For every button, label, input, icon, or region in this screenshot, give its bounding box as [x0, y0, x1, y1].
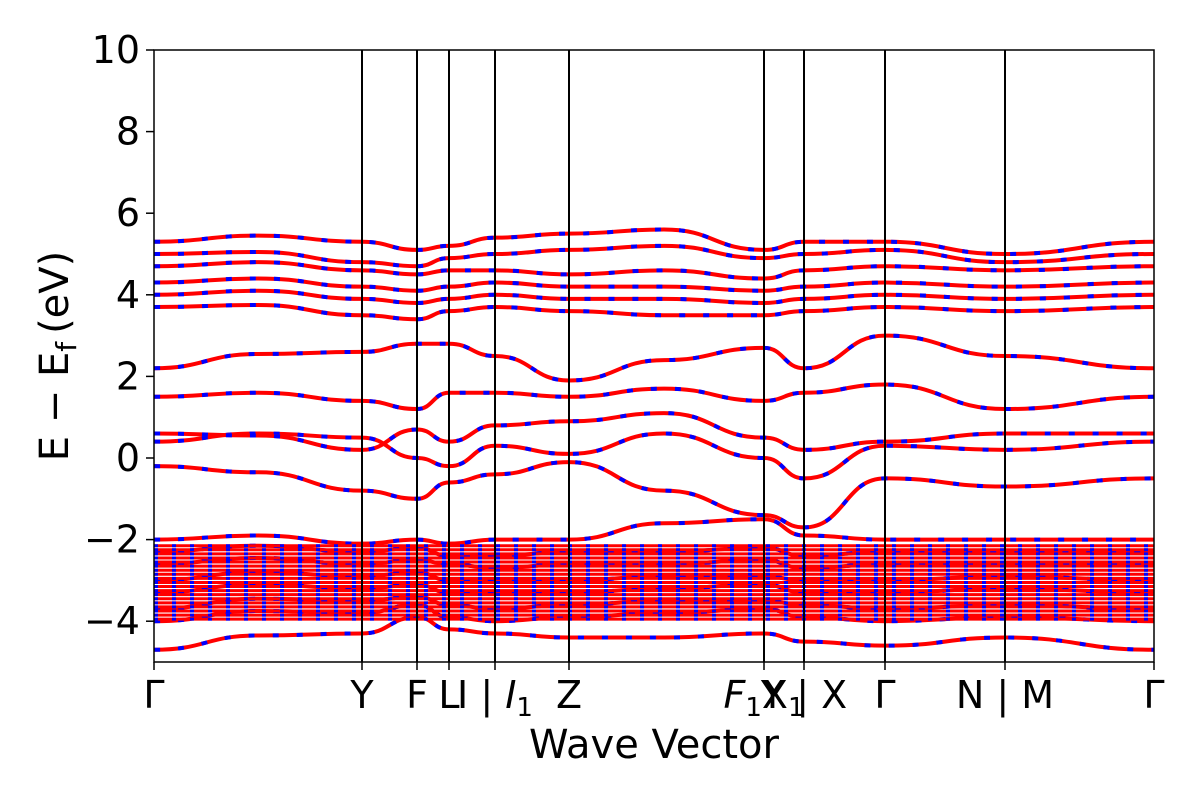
band-line-blue [153, 517, 1154, 546]
band-lines [153, 227, 1155, 652]
x-axis-title: Wave Vector [529, 722, 780, 768]
x-tick-label: Y [349, 673, 374, 717]
band-line-red [153, 460, 1155, 530]
x-tick-label: Y | X [760, 673, 847, 718]
band-line-blue [153, 382, 1155, 412]
band-line-blue [153, 411, 1154, 452]
band-line-red [153, 543, 1154, 558]
band-line-red [153, 555, 1154, 571]
x-tick-label: L [438, 673, 459, 717]
x-tick-label: Γ [874, 673, 895, 717]
x-tick-label: I | I1 [457, 673, 533, 723]
y-axis-title-main: E − E [32, 352, 78, 462]
x-tick-label: Γ [143, 673, 164, 717]
y-axis-title-sub: f [50, 341, 83, 352]
y-tick-label: 2 [116, 354, 140, 398]
band-line-blue [153, 288, 1155, 305]
band-line-blue [153, 243, 1155, 269]
plot-frame [153, 49, 1155, 663]
x-tick-label: Γ [1143, 673, 1164, 717]
band-line-red [153, 227, 1155, 257]
y-axis-title: E − Ef (eV) [32, 251, 83, 462]
y-tick-label: 10 [92, 28, 140, 72]
band-line-blue [153, 302, 1155, 322]
y-tick-label: 6 [116, 191, 140, 235]
band-line-red [153, 333, 1155, 383]
y-tick-label: −4 [84, 599, 140, 643]
svg-text:E − Ef(eV): E − Ef (eV) [32, 251, 83, 462]
y-axis-title-unit: (eV) [32, 251, 78, 334]
x-tick-label: F [406, 673, 428, 717]
high-symmetry-lines [361, 50, 1006, 662]
x-tick-label: F1X1 [724, 673, 805, 723]
band-line-blue [153, 615, 1155, 652]
y-axis-ticks: −4 −2 0 2 4 6 8 10 [84, 28, 154, 643]
y-tick-label: −2 [84, 518, 140, 562]
band-line-blue [153, 582, 1155, 595]
y-tick-label: 8 [116, 110, 140, 154]
x-tick-label: Z [556, 673, 582, 717]
band-line-blue [153, 594, 1155, 611]
band-line-blue [153, 260, 1155, 281]
y-tick-label: 4 [116, 273, 140, 317]
y-tick-label: 0 [116, 436, 140, 480]
band-line-red [153, 431, 1155, 481]
band-line-blue [153, 276, 1155, 293]
x-tick-label: N | M [956, 673, 1054, 718]
